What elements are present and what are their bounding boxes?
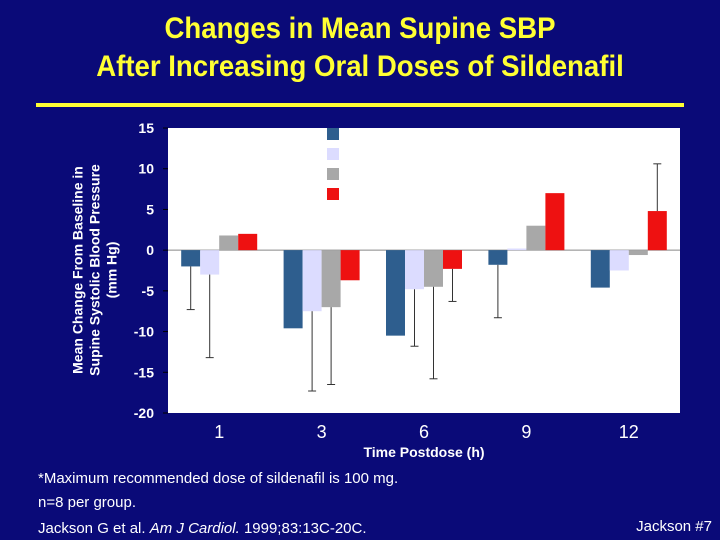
bar bbox=[628, 250, 648, 256]
x-tick-label: 12 bbox=[619, 422, 639, 442]
x-tick-label: 1 bbox=[214, 422, 224, 442]
bar bbox=[181, 250, 201, 267]
title-divider bbox=[36, 103, 684, 107]
x-tick-label: 9 bbox=[521, 422, 531, 442]
title-line-1: Changes in Mean Supine SBP bbox=[164, 12, 556, 45]
y-tick-label: 10 bbox=[138, 161, 154, 177]
citation-detail: 1999;83:13C-20C. bbox=[243, 520, 367, 537]
citation: Jackson G et al. Am J Cardiol. 1999;83:1… bbox=[38, 520, 367, 537]
bar bbox=[302, 250, 322, 312]
y-tick-label: -10 bbox=[134, 324, 154, 340]
legend-swatch bbox=[327, 148, 339, 160]
bar bbox=[283, 250, 303, 329]
bar bbox=[507, 248, 527, 251]
x-tick-label: 6 bbox=[419, 422, 429, 442]
y-tick-label: 5 bbox=[146, 201, 154, 217]
legend-swatch bbox=[327, 168, 339, 180]
bar bbox=[609, 250, 629, 271]
footnote-max-dose: *Maximum recommended dose of sildenafil … bbox=[38, 470, 399, 487]
citation-authors: Jackson G et al. bbox=[38, 520, 146, 537]
y-tick-label: -5 bbox=[142, 283, 155, 299]
bar bbox=[488, 250, 508, 265]
legend-label: Sildenafil 200 mg* bbox=[347, 170, 436, 182]
legend-swatch bbox=[327, 188, 339, 200]
slide-number: Jackson #7 bbox=[636, 518, 712, 535]
legend-label: Sildenafil 100 mg bbox=[347, 130, 431, 142]
bar bbox=[405, 250, 424, 290]
bar bbox=[238, 233, 258, 251]
footnote-group-size: n=8 per group. bbox=[38, 494, 136, 511]
bar bbox=[321, 250, 341, 308]
y-tick-label: -15 bbox=[134, 364, 154, 380]
y-tick-label: 0 bbox=[146, 242, 154, 258]
bar bbox=[424, 250, 443, 287]
legend-label: Sildenafil 150 mg* bbox=[347, 150, 436, 162]
y-tick-label: -20 bbox=[134, 405, 154, 421]
bar bbox=[386, 250, 405, 336]
citation-journal: Am J Cardiol. bbox=[149, 520, 240, 537]
legend-swatch bbox=[327, 128, 339, 140]
bar bbox=[340, 250, 360, 281]
bar bbox=[590, 250, 610, 288]
title-line-2: After Increasing Oral Doses of Sildenafi… bbox=[96, 50, 624, 83]
legend-label: Placebo bbox=[347, 190, 387, 202]
y-tick-label: 15 bbox=[138, 120, 154, 136]
bar bbox=[526, 225, 546, 251]
x-tick-label: 3 bbox=[317, 422, 327, 442]
bar bbox=[219, 235, 239, 251]
x-axis-label: Time Postdose (h) bbox=[363, 444, 484, 460]
bar bbox=[647, 211, 667, 251]
bar bbox=[200, 250, 220, 275]
bar bbox=[545, 193, 565, 251]
bar bbox=[443, 250, 462, 269]
